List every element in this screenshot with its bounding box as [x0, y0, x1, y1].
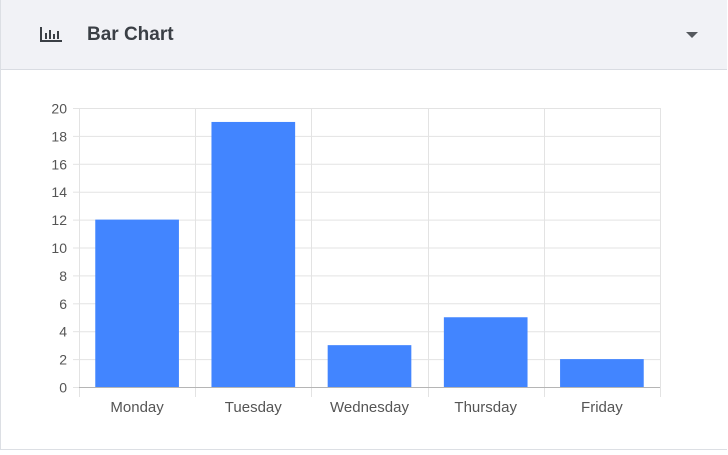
caret-down-icon — [686, 32, 698, 38]
y-tick-label: 12 — [51, 212, 67, 228]
x-tick-label: Thursday — [454, 399, 517, 416]
card-header: Bar Chart — [1, 0, 727, 70]
y-tick-label: 18 — [51, 128, 67, 144]
y-tick-label: 16 — [51, 156, 67, 172]
y-tick-label: 4 — [59, 324, 67, 340]
y-tick-label: 14 — [51, 184, 67, 200]
x-tick-label: Wednesday — [330, 399, 409, 416]
chart-area: 0 2 4 6 8 10 12 14 16 18 20 Monday Tuesday Wednesday T… — [1, 70, 728, 450]
bar-friday[interactable] — [560, 359, 644, 387]
y-tick-label: 2 — [59, 352, 67, 368]
y-tick-label: 6 — [59, 296, 67, 312]
x-tick-label: Monday — [110, 399, 164, 416]
bar-tuesday[interactable] — [211, 121, 296, 387]
bar-thursday[interactable] — [443, 317, 528, 387]
bar-monday[interactable] — [95, 219, 179, 387]
y-tick-label: 8 — [59, 268, 67, 284]
x-tick-label: Tuesday — [225, 399, 282, 416]
bar-chart: 0 2 4 6 8 10 12 14 16 18 20 Monday Tuesday Wednesday T… — [51, 101, 661, 416]
card-title: Bar Chart — [87, 24, 174, 45]
y-tick-label: 0 — [59, 380, 67, 396]
x-tick-label: Friday — [581, 399, 623, 416]
y-tick-label: 20 — [51, 101, 67, 117]
card-menu-toggle[interactable] — [679, 22, 705, 48]
bar-chart-icon — [40, 27, 62, 42]
y-tick-label: 10 — [51, 240, 67, 256]
bar-wednesday[interactable] — [327, 345, 412, 387]
